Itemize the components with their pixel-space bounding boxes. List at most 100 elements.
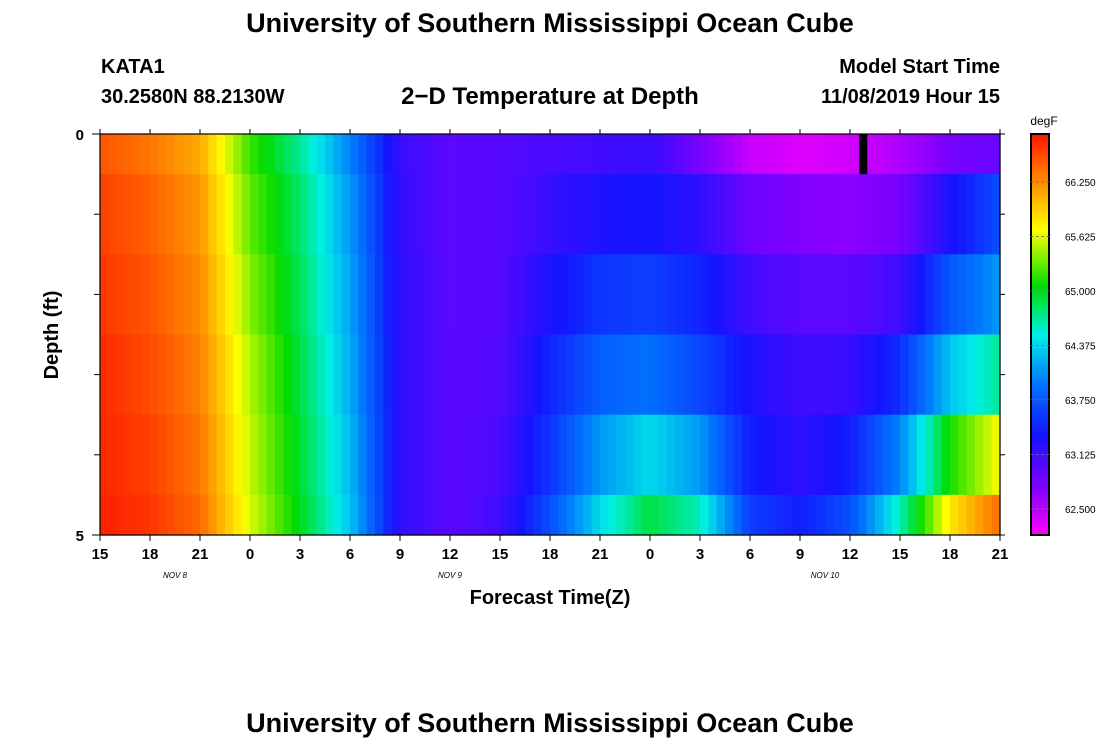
- heatmap-cell: [775, 414, 784, 496]
- colorbar-segment: [1031, 384, 1049, 389]
- heatmap-cell: [275, 334, 284, 416]
- heatmap-cell: [600, 254, 609, 336]
- heatmap-cell: [550, 134, 559, 175]
- heatmap-cell: [716, 334, 726, 416]
- colorbar-segment: [1031, 247, 1049, 252]
- colorbar-segment: [1031, 194, 1049, 199]
- colorbar-segment: [1031, 157, 1049, 162]
- heatmap-cell: [583, 174, 593, 255]
- heatmap-cell: [441, 334, 451, 416]
- heatmap-cell: [800, 334, 809, 416]
- x-tick-label: 12: [842, 546, 859, 563]
- heatmap-cell: [633, 414, 643, 496]
- heatmap-cell: [150, 494, 159, 536]
- heatmap-cell: [391, 174, 401, 255]
- colorbar-label: 63.750: [1065, 396, 1096, 407]
- heatmap-cell: [966, 254, 976, 336]
- heatmap-cell: [433, 134, 443, 175]
- heatmap-cell: [425, 494, 434, 536]
- heatmap-cell: [558, 414, 568, 496]
- heatmap-cell: [675, 134, 684, 175]
- heatmap-cell: [233, 174, 243, 255]
- heatmap-cell: [708, 494, 718, 536]
- heatmap-cell: [816, 494, 826, 536]
- date-label: NOV 10: [811, 571, 840, 580]
- heatmap-cell: [225, 174, 234, 255]
- heatmap-cell: [841, 134, 851, 175]
- heatmap-cell: [300, 174, 309, 255]
- colorbar-segment: [1031, 424, 1049, 429]
- colorbar-segment: [1031, 217, 1049, 222]
- x-tick-label: 15: [92, 546, 109, 563]
- heatmap-cell: [350, 494, 359, 536]
- heatmap-cell: [908, 254, 918, 336]
- heatmap-cell: [441, 414, 451, 496]
- colorbar-segment: [1031, 134, 1049, 138]
- heatmap-cell: [883, 174, 893, 255]
- heatmap-cell: [133, 134, 143, 175]
- heatmap-cell: [216, 254, 226, 336]
- heatmap-cell: [900, 414, 909, 496]
- heatmap-cell: [458, 494, 468, 536]
- x-tick-label: 9: [796, 546, 804, 563]
- heatmap-cell: [950, 134, 959, 175]
- heatmap-cell: [616, 174, 626, 255]
- heatmap-cell: [308, 414, 318, 496]
- colorbar-segment: [1031, 210, 1049, 215]
- heatmap-cell: [966, 334, 976, 416]
- colorbar-segment: [1031, 511, 1049, 516]
- heatmap-cell: [416, 334, 426, 416]
- heatmap-cell: [791, 174, 801, 255]
- heatmap-cell: [558, 134, 568, 175]
- heatmap-cell: [241, 134, 251, 175]
- colorbar-segment: [1031, 167, 1049, 172]
- colorbar-segment: [1031, 327, 1049, 332]
- heatmap-cell: [733, 494, 743, 536]
- heatmap-cell: [533, 414, 543, 496]
- heatmap-cell: [783, 414, 793, 496]
- heatmap-cell: [741, 254, 751, 336]
- heatmap-cell: [458, 174, 468, 255]
- colorbar-segment: [1031, 367, 1049, 372]
- heatmap-cell: [208, 494, 218, 536]
- heatmap-cell: [566, 174, 576, 255]
- heatmap-cell: [558, 254, 568, 336]
- heatmap-cell: [916, 414, 926, 496]
- heatmap-cell: [158, 254, 168, 336]
- heatmap-cell: [200, 134, 209, 175]
- heatmap-cell: [316, 254, 326, 336]
- colorbar-segment: [1031, 321, 1049, 326]
- heatmap-cell: [450, 334, 459, 416]
- heatmap-cell: [366, 174, 376, 255]
- colorbar-segment: [1031, 471, 1049, 476]
- heatmap-cell: [866, 414, 876, 496]
- heatmap-cell: [400, 334, 409, 416]
- heatmap-cell: [166, 414, 176, 496]
- colorbar-segment: [1031, 478, 1049, 483]
- x-tick-label: 21: [592, 546, 609, 563]
- heatmap-cell: [700, 334, 709, 416]
- colorbar-segment: [1031, 414, 1049, 419]
- heatmap-cell: [375, 494, 384, 536]
- heatmap-cell: [991, 174, 1001, 255]
- heatmap-cell: [291, 134, 301, 175]
- heatmap-cell: [475, 174, 484, 255]
- heatmap-cell: [941, 254, 951, 336]
- heatmap-cell: [216, 174, 226, 255]
- heatmap-cell: [516, 334, 526, 416]
- x-axis: 15 18 21 0 3 6 9 12 15 18 21 0 3 6 9 12 15 18 21 NOV 8 NOV 9…: [92, 129, 1008, 580]
- heatmap-cell: [825, 334, 834, 416]
- colorbar-segment: [1031, 317, 1049, 322]
- heatmap-cell: [450, 414, 459, 496]
- heatmap-cell: [416, 134, 426, 175]
- heatmap-cell: [475, 134, 484, 175]
- heatmap-cell: [908, 334, 918, 416]
- heatmap-cell: [325, 134, 334, 175]
- heatmap-cell: [491, 134, 501, 175]
- x-tick-label: 0: [646, 546, 654, 563]
- heatmap-cell: [466, 254, 476, 336]
- page-title: University of Southern Mississippi Ocean…: [246, 8, 854, 38]
- heatmap-cell: [291, 334, 301, 416]
- heatmap-cell: [375, 414, 384, 496]
- heatmap-cell: [525, 254, 534, 336]
